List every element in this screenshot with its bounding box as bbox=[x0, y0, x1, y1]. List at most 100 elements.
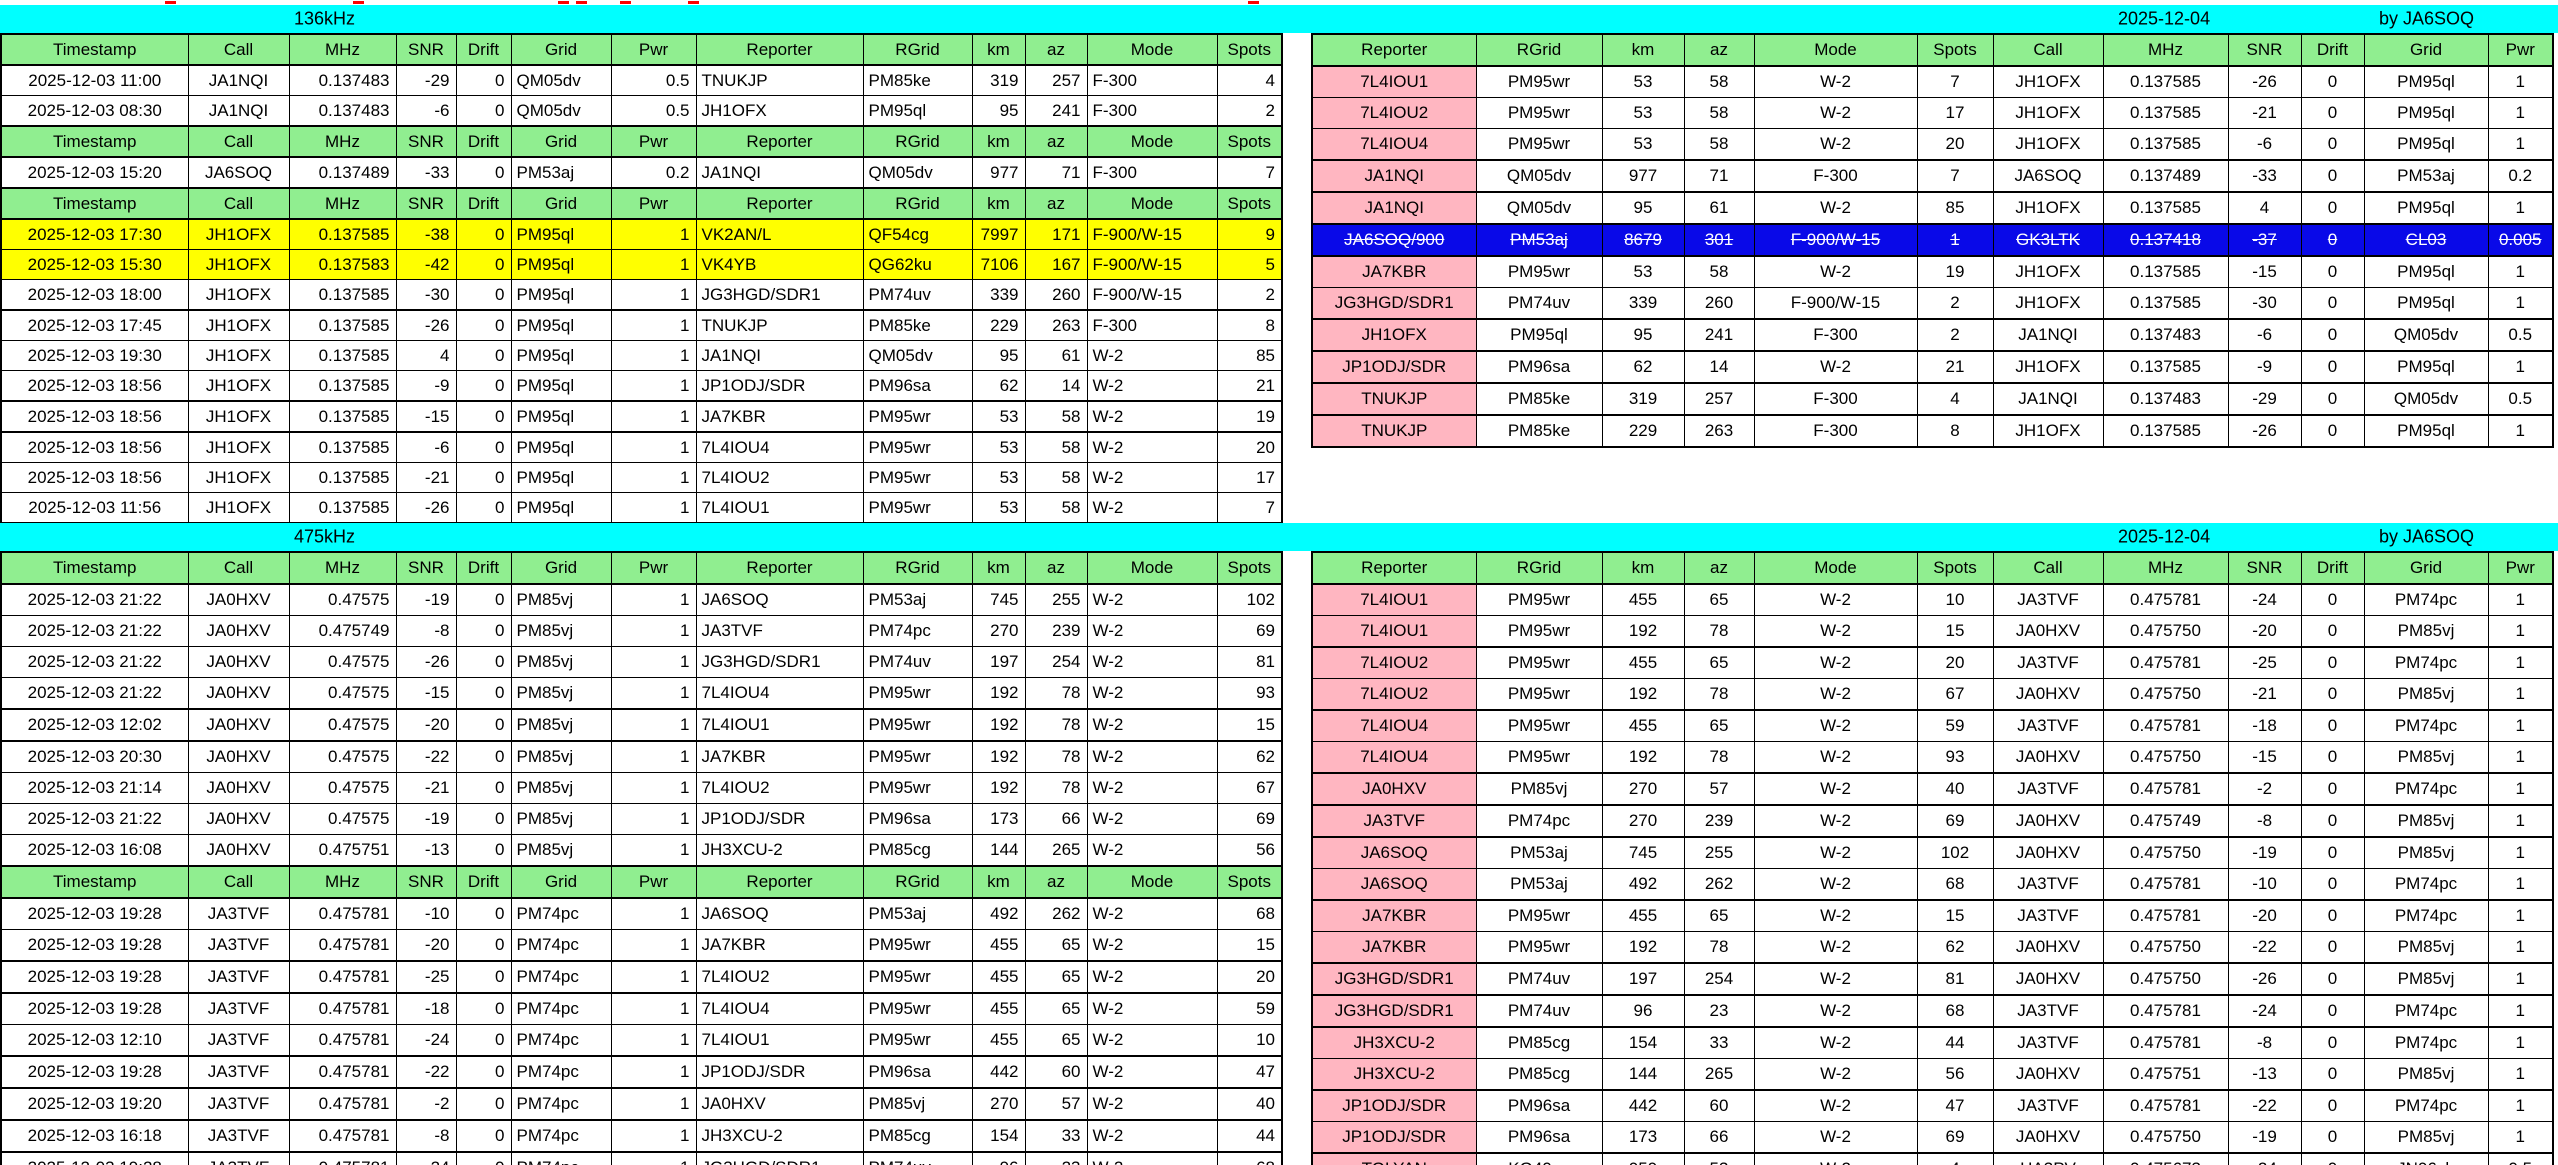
cell: 7L4IOU4 bbox=[1311, 709, 1477, 742]
header-cell: Mode bbox=[1086, 551, 1218, 585]
cell: JA0HXV bbox=[187, 583, 290, 616]
cell: JA1NQI bbox=[695, 340, 864, 371]
cell: PM95wr bbox=[862, 708, 973, 742]
header-row: Reporter RGrid km az Mode Spots Call MHz SNR Drif… bbox=[1311, 33, 2554, 67]
cell: JH1OFX bbox=[187, 309, 290, 341]
cell: 2025-12-03 21:22 bbox=[0, 677, 189, 710]
cell: 1 bbox=[2487, 931, 2554, 964]
cell: 265 bbox=[1024, 834, 1088, 867]
cell: 192 bbox=[1601, 931, 1685, 964]
cell: -25 bbox=[395, 960, 457, 994]
cell: -6 bbox=[395, 95, 457, 127]
cell: 455 bbox=[971, 992, 1026, 1025]
cell: 2025-12-03 19:28 bbox=[0, 992, 189, 1025]
cell: 0 bbox=[2300, 646, 2365, 679]
header-cell: Reporter bbox=[695, 125, 864, 158]
cell: JA7KBR bbox=[1311, 931, 1477, 964]
cell: PM85vj bbox=[510, 708, 612, 742]
table-row: 7L4IOU1 PM95wr 455 65 W-2 10 JA3TVF 0.475781 -24… bbox=[1311, 583, 2554, 616]
cell: PM85cg bbox=[1475, 1026, 1603, 1059]
header-cell: Grid bbox=[510, 865, 612, 899]
cell: 0 bbox=[455, 1087, 512, 1121]
cell: W-2 bbox=[1086, 1055, 1218, 1089]
cell: 15 bbox=[1916, 615, 1994, 648]
cell: 154 bbox=[971, 1119, 1026, 1153]
header-cell: Pwr bbox=[610, 33, 697, 66]
cell: -33 bbox=[395, 156, 457, 189]
cell: HA3PV bbox=[1992, 1152, 2104, 1165]
cell: 0.137585 bbox=[2102, 97, 2229, 129]
cell: W-2 bbox=[1753, 899, 1918, 932]
cell: VK4YB bbox=[695, 249, 864, 280]
cell: 65 bbox=[1024, 929, 1088, 962]
cell: W-2 bbox=[1753, 1121, 1918, 1154]
cell: 65 bbox=[1683, 899, 1755, 932]
cell: 2025-12-03 16:18 bbox=[0, 1119, 189, 1153]
cell: 95 bbox=[1601, 318, 1685, 352]
cell: 241 bbox=[1024, 95, 1088, 127]
cell: 0 bbox=[455, 400, 512, 433]
cell: 14 bbox=[1024, 370, 1088, 402]
cell: PM95ql bbox=[2363, 191, 2489, 225]
cell: 47 bbox=[1916, 1089, 1994, 1122]
cell: 7L4IOU4 bbox=[695, 677, 864, 710]
cell: 53 bbox=[971, 462, 1026, 493]
header-cell: SNR bbox=[395, 551, 457, 585]
clipped-row-strip bbox=[0, 0, 2558, 5]
cell: JA6SOQ bbox=[695, 583, 864, 616]
cell: PM95wr bbox=[1475, 678, 1603, 711]
cell: PM95wr bbox=[862, 929, 973, 962]
cell: PM95ql bbox=[2363, 65, 2489, 98]
cell: PM85ke bbox=[862, 64, 973, 96]
header-cell: Mode bbox=[1086, 187, 1218, 220]
table-row: JA7KBR PM95wr 455 65 W-2 15 JA3TVF 0.475781 -20 0… bbox=[1311, 899, 2554, 932]
cell: 2025-12-03 08:30 bbox=[0, 95, 189, 127]
cell: PM85vj bbox=[510, 740, 612, 773]
cell: 7L4IOU1 bbox=[1311, 583, 1477, 616]
cell: JA1NQI bbox=[695, 156, 864, 189]
cell: PM96sa bbox=[862, 370, 973, 402]
cell: PM53aj bbox=[1475, 836, 1603, 869]
table-row: JH3XCU-2 PM85cg 144 265 W-2 56 JA0HXV 0.475751-… bbox=[1311, 1058, 2554, 1091]
cell: 53 bbox=[1683, 1152, 1755, 1165]
cell: 66 bbox=[1024, 803, 1088, 835]
cell: PM95ql bbox=[510, 370, 612, 402]
cell: 58 bbox=[1683, 128, 1755, 161]
cell: W-2 bbox=[1086, 400, 1218, 433]
cell: 0.475781 bbox=[2102, 994, 2229, 1028]
cell: 977 bbox=[1601, 159, 1685, 193]
cell: 62 bbox=[971, 370, 1026, 402]
cell: PM53aj bbox=[862, 583, 973, 616]
cell: PM74uv bbox=[862, 279, 973, 311]
cell: F-900/W-15 bbox=[1753, 287, 1918, 320]
cell: 7L4IOU2 bbox=[695, 772, 864, 804]
cell: -19 bbox=[395, 803, 457, 835]
cell: 15 bbox=[1216, 708, 1283, 742]
table-row: JG3HGD/SDR1 PM74uv 197 254 W-2 81 JA0HXV 0.4757… bbox=[1311, 962, 2554, 996]
cell: JA1NQI bbox=[1992, 318, 2104, 352]
cell: 20 bbox=[1216, 960, 1283, 994]
cell: 0.475781 bbox=[288, 1151, 397, 1165]
cell: 1 bbox=[2487, 741, 2554, 774]
cell: 0 bbox=[455, 615, 512, 647]
header-cell: Mode bbox=[1753, 551, 1918, 585]
header-cell: Reporter bbox=[1311, 551, 1477, 585]
cell: 270 bbox=[971, 1087, 1026, 1121]
cell: 57 bbox=[1683, 772, 1755, 806]
cell: 0.475751 bbox=[288, 834, 397, 867]
header-row: Timestamp Call MHz SNR Drift Grid Pwr Reporter R… bbox=[0, 865, 1283, 899]
cell: -13 bbox=[2227, 1058, 2302, 1091]
cell: 0.47575 bbox=[288, 583, 397, 616]
cell: 7L4IOU2 bbox=[695, 960, 864, 994]
cell: JA6SOQ bbox=[1311, 836, 1477, 869]
cell: 15 bbox=[1916, 899, 1994, 932]
cell: JA3TVF bbox=[1992, 1089, 2104, 1122]
table-row: TOLYANKO40ns95953W-24HA3PV0.475673-240JN… bbox=[1311, 1152, 2554, 1165]
cell: 10 bbox=[1916, 583, 1994, 616]
cell: 0.475749 bbox=[2102, 804, 2229, 838]
clipped-text-mark bbox=[353, 1, 364, 4]
cell: 53 bbox=[971, 400, 1026, 433]
cell: 2025-12-03 11:56 bbox=[0, 492, 189, 524]
cell: 68 bbox=[1916, 994, 1994, 1028]
cell: 0 bbox=[2300, 1121, 2365, 1154]
